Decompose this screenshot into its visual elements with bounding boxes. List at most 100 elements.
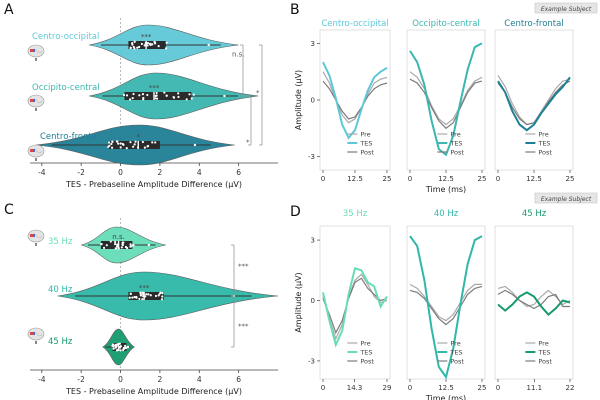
electrode-blue	[33, 99, 35, 102]
electrode-blue	[33, 234, 35, 237]
data-point-A-2	[110, 146, 114, 149]
data-point-A-1	[138, 94, 141, 97]
data-point-A-2	[147, 144, 150, 148]
legend-label-B: Post	[538, 149, 552, 157]
x-tick-label-C: 4	[197, 375, 202, 384]
x-axis-label-D: Time (ms)	[425, 394, 466, 400]
x-tick-label-B: 12.5	[347, 175, 363, 183]
data-point-C-1	[145, 293, 148, 296]
data-point-C-1	[129, 292, 132, 296]
group-label-C-1: 40 Hz	[48, 285, 73, 295]
legend-label-D: Pre	[360, 340, 370, 348]
outlier-point-C-2	[126, 345, 130, 349]
legend-label-B: Pre	[538, 131, 548, 139]
y-tick-label-D: -3	[308, 357, 315, 365]
series-tes-B-1	[409, 42, 483, 157]
legend-label-B: TES	[449, 140, 462, 148]
data-point-A-0	[146, 44, 149, 47]
series-post-B-0	[322, 80, 388, 120]
legend-label-D: Pre	[450, 340, 460, 348]
electrode-red	[30, 234, 33, 237]
series-pre-B-0	[322, 71, 388, 124]
significance-label-C-0: n.s.	[112, 233, 125, 241]
data-point-C-2	[114, 344, 117, 347]
data-point-A-2	[119, 142, 122, 145]
x-tick-label-A: -2	[77, 168, 85, 177]
y-tick-label-B: 3	[311, 40, 315, 48]
data-point-C-0	[129, 245, 132, 248]
x-tick-label-A: 4	[197, 168, 202, 177]
x-tick-label-D: 29	[383, 384, 392, 392]
electrode-blue	[33, 49, 35, 52]
data-point-C-0	[129, 243, 132, 246]
significance-label-A-2: *	[137, 133, 141, 141]
data-point-C-2	[124, 344, 127, 347]
significance-label-A-0: ***	[141, 33, 152, 41]
data-point-A-0	[129, 46, 132, 50]
iqr-box-A-1	[124, 92, 192, 100]
data-point-C-1	[133, 296, 136, 299]
x-tick-label-A: 0	[118, 168, 123, 177]
comparison-label-C: ***	[238, 323, 249, 331]
comparison-label-A: *	[256, 89, 260, 97]
data-point-A-2	[117, 142, 120, 145]
brain-shape	[27, 144, 45, 158]
data-point-C-0	[102, 246, 106, 249]
x-tick-label-B: 0	[321, 175, 325, 183]
data-point-A-1	[155, 91, 158, 95]
brain-icon-C-2	[27, 327, 45, 344]
data-point-C-2	[111, 344, 114, 348]
data-point-A-1	[192, 93, 195, 96]
data-point-C-1	[141, 291, 144, 294]
data-point-C-2	[118, 342, 121, 345]
data-point-C-0	[132, 244, 135, 247]
brain-icon-A-2	[27, 144, 45, 161]
data-point-A-0	[138, 45, 141, 49]
comparison-label-C: ***	[238, 263, 249, 271]
x-axis-label-B: Time (ms)	[425, 185, 466, 194]
data-point-C-2	[119, 349, 122, 352]
series-tes-D-0	[322, 267, 388, 348]
group-label-C-2: 45 Hz	[48, 337, 73, 347]
x-tick-label-B: 12.5	[526, 175, 542, 183]
data-point-C-1	[138, 297, 141, 301]
data-point-A-1	[177, 95, 180, 99]
x-tick-label-D: 22	[566, 384, 575, 392]
data-point-A-2	[134, 140, 137, 143]
data-point-A-2	[132, 145, 135, 148]
brain-icon-A-1	[27, 94, 45, 111]
data-point-A-2	[143, 146, 147, 149]
data-point-C-1	[157, 294, 160, 297]
group-label-A-2: Centro-frontal	[40, 132, 99, 142]
brain-stem	[35, 58, 37, 61]
data-point-C-1	[131, 296, 134, 299]
data-point-C-0	[105, 244, 108, 247]
group-label-A-0: Centro-occipital	[32, 32, 99, 42]
data-point-C-1	[128, 296, 131, 299]
subplot-title-D-2: 45 Hz	[522, 209, 547, 219]
data-point-A-1	[163, 91, 166, 94]
outlier-point-A-2	[193, 143, 197, 147]
data-point-C-2	[112, 347, 115, 350]
data-point-A-1	[190, 97, 193, 100]
x-tick-label-C: -2	[77, 375, 85, 384]
brain-shape	[27, 229, 45, 243]
data-point-C-0	[114, 247, 118, 250]
data-point-A-2	[111, 140, 114, 143]
legend-label-B: Post	[450, 149, 464, 157]
data-point-A-0	[143, 44, 146, 47]
data-point-A-0	[157, 45, 160, 48]
x-tick-label-C: -4	[38, 375, 46, 384]
data-point-C-2	[125, 346, 128, 349]
electrode-blue	[33, 332, 35, 335]
example-subject-badge-D	[534, 192, 598, 204]
data-point-A-1	[155, 94, 158, 97]
data-point-C-1	[154, 294, 158, 298]
data-point-C-2	[122, 346, 126, 349]
legend-label-D: TES	[449, 349, 462, 357]
comparison-label-A: n.s.	[232, 51, 245, 59]
legend-label-D: Post	[450, 358, 464, 366]
brain-stem	[35, 158, 37, 161]
series-tes-D-1	[409, 235, 483, 380]
subplot-frame-D-0	[319, 225, 391, 380]
